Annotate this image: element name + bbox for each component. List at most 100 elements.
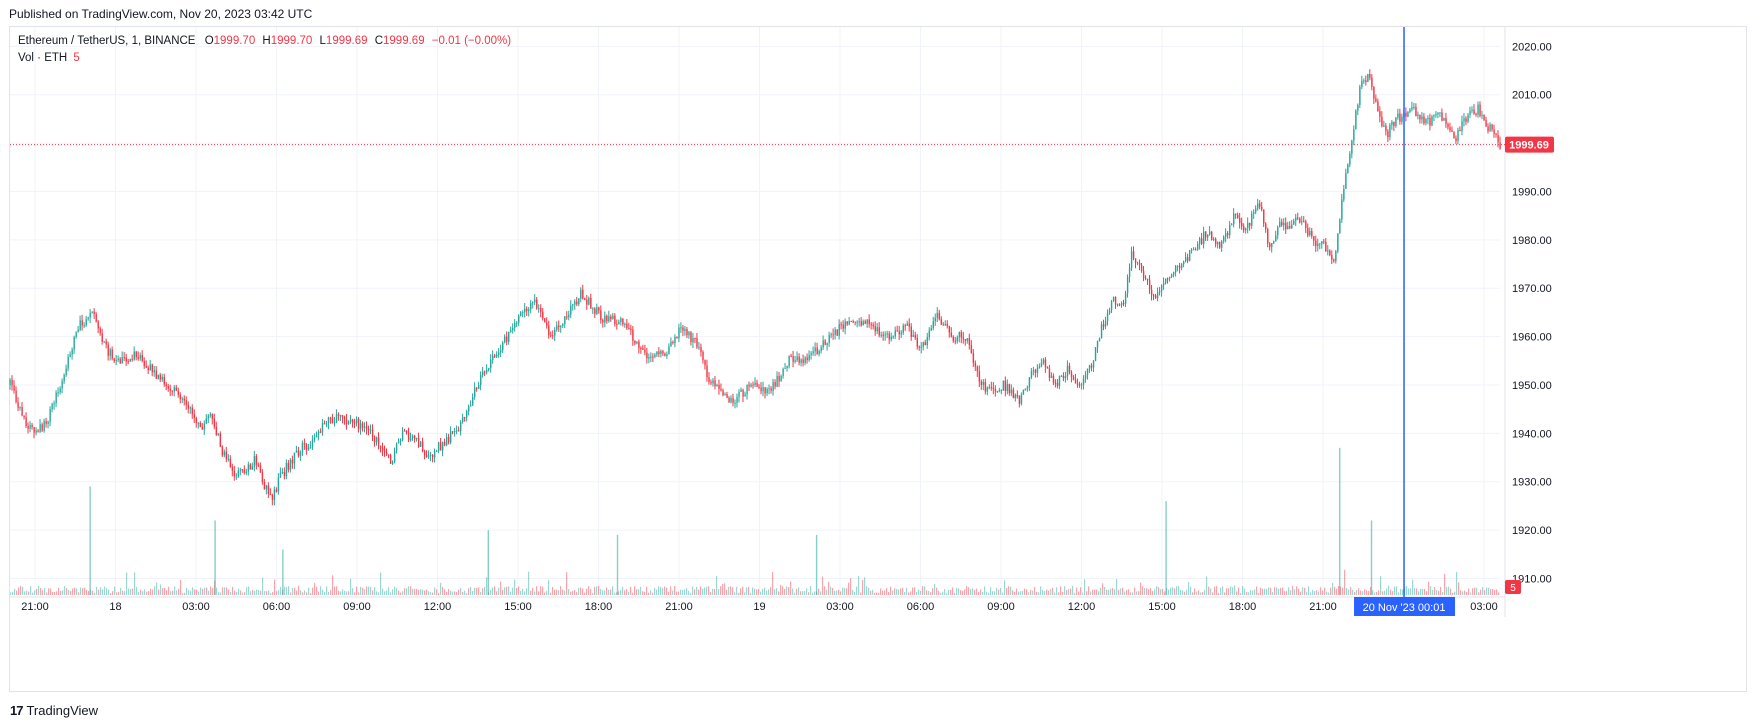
candle-body — [77, 329, 79, 333]
volume-bar — [196, 589, 198, 595]
volume-bar — [950, 589, 952, 595]
candle-body — [574, 301, 576, 305]
tradingview-logo[interactable]: 17 TradingView — [10, 703, 98, 718]
candle-body — [1327, 250, 1329, 252]
volume-bar — [1216, 586, 1218, 595]
candle-body — [85, 319, 87, 326]
volume-bar — [34, 590, 36, 595]
candle-body — [648, 357, 650, 359]
candle-body — [53, 403, 55, 405]
volume-bar — [468, 588, 470, 595]
candle-body — [1174, 265, 1177, 273]
candle-body — [796, 356, 798, 361]
volume-bar — [1322, 590, 1324, 595]
candle-body — [35, 430, 37, 433]
volume-bar — [182, 592, 184, 595]
volume-bar — [1306, 591, 1308, 595]
volume-bar — [330, 590, 332, 595]
candle-body — [1241, 222, 1243, 227]
candle-body — [1124, 293, 1127, 304]
candle-body — [1180, 264, 1183, 268]
volume-bar — [366, 586, 368, 595]
volume-bar — [554, 589, 556, 595]
volume-bar — [264, 590, 266, 595]
volume-bar — [698, 589, 700, 595]
candle-body — [55, 392, 57, 404]
candle-body — [1203, 231, 1205, 244]
volume-bar — [896, 588, 898, 595]
candle-body — [1407, 111, 1409, 117]
volume-bar — [682, 589, 684, 595]
candle-body — [652, 356, 654, 358]
volume-bar — [650, 590, 652, 595]
candle-body — [634, 340, 636, 344]
volume-bar — [888, 591, 890, 595]
candle-body — [1209, 231, 1211, 235]
volume-bar — [1112, 588, 1114, 595]
candle-body — [49, 409, 51, 422]
volume-bar — [204, 587, 206, 595]
candle-body — [916, 337, 919, 347]
volume-bar — [644, 591, 646, 595]
volume-bar — [1264, 588, 1266, 595]
candle-body — [1305, 221, 1307, 228]
volume-bar — [1148, 589, 1150, 595]
volume-bar — [856, 586, 858, 595]
volume-bar — [476, 588, 478, 595]
candle-body — [918, 346, 921, 348]
candle-body — [1339, 219, 1341, 234]
volume-bar — [736, 586, 738, 595]
candle-body — [686, 329, 688, 336]
candle-body — [1287, 226, 1289, 230]
volume-bar — [500, 581, 502, 595]
volume-bar — [1186, 589, 1188, 595]
volume-bar — [1344, 569, 1346, 595]
candle-body — [299, 452, 302, 456]
volume-bar — [1086, 591, 1088, 595]
candle-body — [335, 414, 338, 423]
candle-body — [1215, 238, 1217, 245]
candle-body — [227, 458, 230, 460]
volume-bar — [508, 586, 510, 595]
candle-body — [383, 450, 386, 453]
candle-body — [906, 323, 909, 326]
candle-body — [1257, 203, 1259, 209]
volume-bar — [1414, 588, 1416, 595]
candle-body — [281, 472, 284, 474]
volume-bar — [1162, 588, 1164, 595]
volume-bar — [1294, 589, 1296, 595]
candle-body — [1419, 114, 1421, 120]
volume-bar — [76, 588, 78, 595]
volume-bar — [1470, 592, 1472, 595]
volume-bar — [328, 591, 330, 595]
candle-body — [223, 451, 226, 456]
volume-bar — [1120, 588, 1122, 595]
candle-body — [385, 452, 388, 455]
volume-bar — [514, 579, 516, 595]
candle-body — [930, 328, 933, 331]
volume-bar — [852, 589, 854, 595]
volume-bar — [826, 589, 828, 595]
volume-bar — [988, 592, 990, 595]
volume-bar — [862, 579, 864, 595]
volume-bar — [666, 587, 668, 595]
volume-bar — [1428, 581, 1430, 595]
volume-bar — [1472, 588, 1474, 595]
candle-body — [534, 299, 536, 303]
volume-bar — [732, 587, 734, 595]
candle-body — [656, 351, 658, 355]
candle-body — [838, 324, 840, 336]
volume-bar — [60, 590, 62, 595]
volume-bar — [846, 588, 848, 595]
candle-body — [850, 321, 852, 323]
volume-bar — [326, 586, 328, 595]
candle-body — [1417, 114, 1419, 116]
candle-body — [1126, 276, 1129, 294]
candle-body — [988, 387, 991, 389]
volume-bar — [1072, 586, 1074, 595]
candle-body — [494, 355, 496, 357]
candle-body — [1347, 164, 1349, 173]
candle-body — [868, 319, 870, 325]
candle-body — [1401, 116, 1403, 122]
